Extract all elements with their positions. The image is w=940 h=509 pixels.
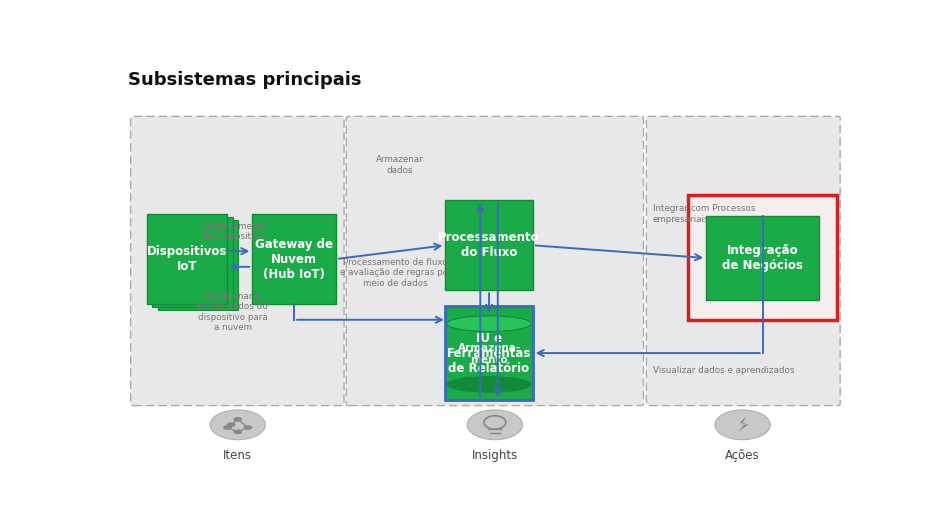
FancyBboxPatch shape [147, 214, 227, 304]
FancyBboxPatch shape [152, 217, 232, 307]
Text: Gerenciamento
de Dispositivo: Gerenciamento de Dispositivo [199, 222, 266, 241]
Circle shape [210, 410, 265, 440]
Polygon shape [738, 416, 748, 432]
Circle shape [233, 417, 243, 421]
FancyBboxPatch shape [252, 214, 337, 304]
Text: Dispositivos
IoT: Dispositivos IoT [147, 245, 227, 273]
Text: Provisionar e
enviar dados do
dispositivo para
a nuvem: Provisionar e enviar dados do dispositiv… [197, 292, 268, 332]
Text: Integrar com Processos
empresariais: Integrar com Processos empresariais [653, 204, 756, 223]
FancyBboxPatch shape [446, 306, 533, 400]
FancyBboxPatch shape [346, 117, 644, 406]
Text: Processamento
do Fluxo: Processamento do Fluxo [438, 231, 540, 259]
FancyBboxPatch shape [688, 195, 838, 320]
FancyBboxPatch shape [446, 324, 531, 384]
Text: Visualizar dados e aprendizados: Visualizar dados e aprendizados [653, 366, 794, 375]
FancyBboxPatch shape [647, 117, 840, 406]
Text: Insights: Insights [472, 449, 518, 463]
FancyBboxPatch shape [158, 220, 239, 310]
FancyBboxPatch shape [706, 216, 819, 300]
Text: Gateway de
Nuvem
(Hub IoT): Gateway de Nuvem (Hub IoT) [255, 238, 333, 280]
Text: Itens: Itens [223, 449, 252, 463]
Circle shape [714, 410, 770, 440]
Text: Armazena-
mento: Armazena- mento [458, 343, 521, 365]
Circle shape [223, 425, 232, 430]
Circle shape [243, 425, 252, 430]
FancyBboxPatch shape [131, 117, 344, 406]
Text: Armazenar
dados: Armazenar dados [376, 155, 424, 175]
Text: Processamento de fluxo
e avaliação de regras por
meio de dados: Processamento de fluxo e avaliação de re… [340, 258, 451, 288]
Circle shape [227, 422, 236, 427]
Text: IU e
Ferramentas
de Relatório: IU e Ferramentas de Relatório [446, 331, 531, 375]
Text: Subsistemas principais: Subsistemas principais [129, 71, 362, 89]
Text: Ações: Ações [726, 449, 760, 463]
Text: Integração
de Negócios: Integração de Negócios [722, 244, 803, 272]
Ellipse shape [446, 316, 531, 331]
Circle shape [467, 410, 523, 440]
FancyBboxPatch shape [446, 200, 533, 290]
Circle shape [233, 430, 243, 434]
Ellipse shape [446, 377, 531, 392]
